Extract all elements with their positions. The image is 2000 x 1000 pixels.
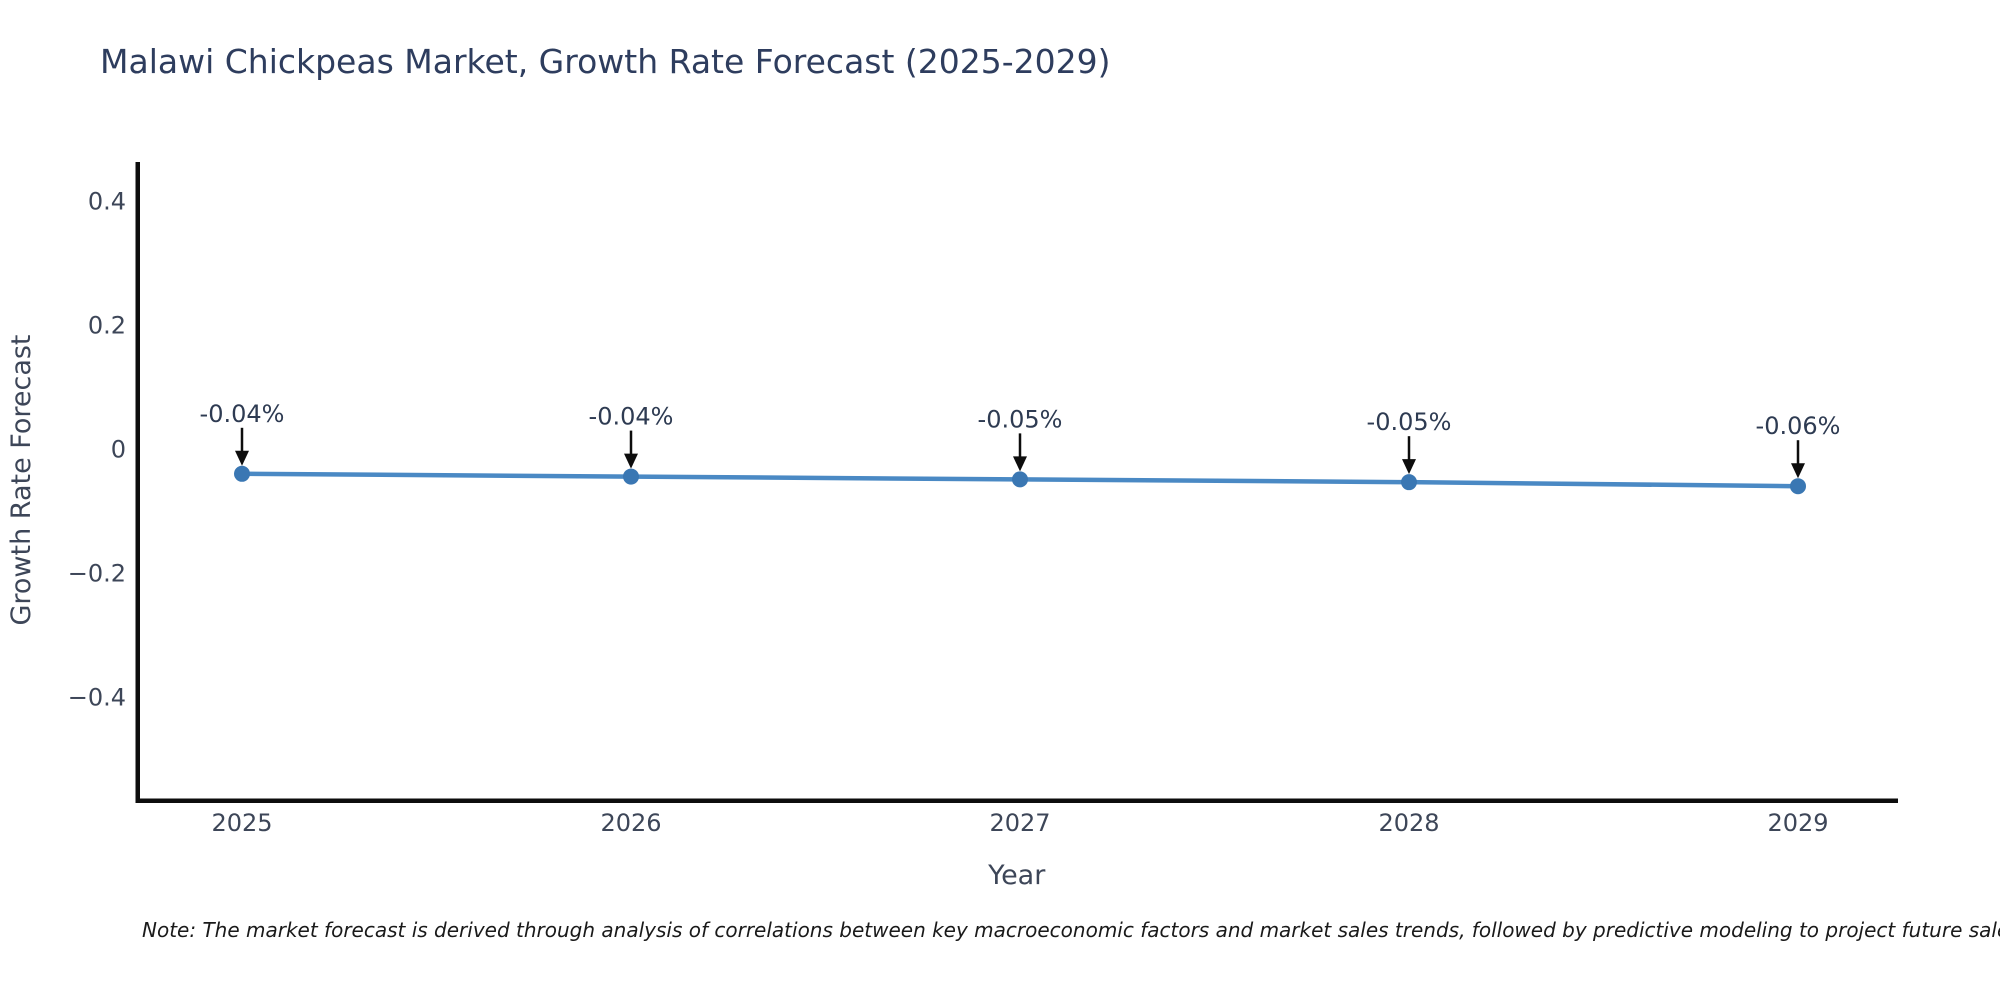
data-point-marker — [623, 468, 639, 485]
x-axis-title: Year — [987, 860, 1046, 891]
y-axis-tick-label: 0 — [111, 436, 126, 464]
annotation-label: -0.06% — [1756, 412, 1841, 440]
y-axis-spine — [135, 162, 140, 803]
data-point-marker — [1790, 478, 1806, 495]
data-point-marker — [1401, 474, 1417, 491]
data-point-marker — [1012, 471, 1028, 488]
annotation-label: -0.04% — [200, 400, 285, 428]
annotation-arrow-head — [1013, 456, 1027, 472]
x-axis-tick-label: 2026 — [600, 809, 661, 837]
annotation-arrow-head — [235, 450, 249, 466]
chart-title: Malawi Chickpeas Market, Growth Rate For… — [100, 42, 1111, 81]
annotation-label: -0.05% — [978, 405, 1063, 433]
data-point-marker — [234, 465, 250, 482]
chart-footnote: Note: The market forecast is derived thr… — [142, 918, 2000, 942]
annotation-label: -0.05% — [1367, 408, 1452, 436]
y-axis-tick-label: −0.4 — [68, 684, 126, 712]
x-axis-spine — [135, 798, 1898, 803]
x-axis-tick-label: 2029 — [1767, 809, 1828, 837]
x-axis-tick-label: 2025 — [211, 809, 272, 837]
annotation-label: -0.04% — [589, 403, 674, 431]
x-axis-tick-label: 2027 — [989, 809, 1050, 837]
annotation-arrow-head — [624, 453, 638, 469]
y-axis-title: Growth Rate Forecast — [6, 334, 37, 625]
annotation-arrow-head — [1402, 459, 1416, 475]
annotation-arrow-head — [1791, 463, 1805, 479]
y-axis-tick-label: 0.4 — [88, 188, 126, 216]
x-axis-tick-label: 2028 — [1378, 809, 1439, 837]
y-axis-tick-label: −0.2 — [68, 560, 126, 588]
y-axis-tick-label: 0.2 — [88, 312, 126, 340]
